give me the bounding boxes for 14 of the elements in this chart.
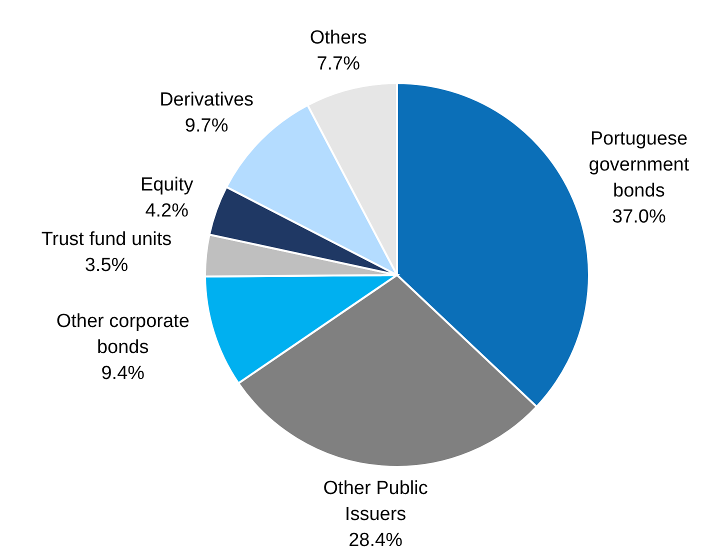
slice-label: Others <box>310 28 367 49</box>
data-label: 7.7% <box>316 54 360 75</box>
slice-label: Portuguese government bonds <box>588 128 690 202</box>
slice-label: Trust fund units <box>41 228 172 250</box>
data-label: 9.7% <box>184 115 228 136</box>
slice-label: Equity <box>140 174 194 196</box>
data-label: 37.0% <box>612 206 666 228</box>
slice-label: Other Public Issuers <box>323 478 428 526</box>
data-label: 9.4% <box>101 363 145 384</box>
slice-label: Other corporate bonds <box>56 311 190 358</box>
slice-label: Derivatives <box>160 89 254 110</box>
data-label: 4.2% <box>145 200 189 222</box>
data-label: 28.4% <box>348 530 403 552</box>
data-label: 3.5% <box>84 254 128 276</box>
